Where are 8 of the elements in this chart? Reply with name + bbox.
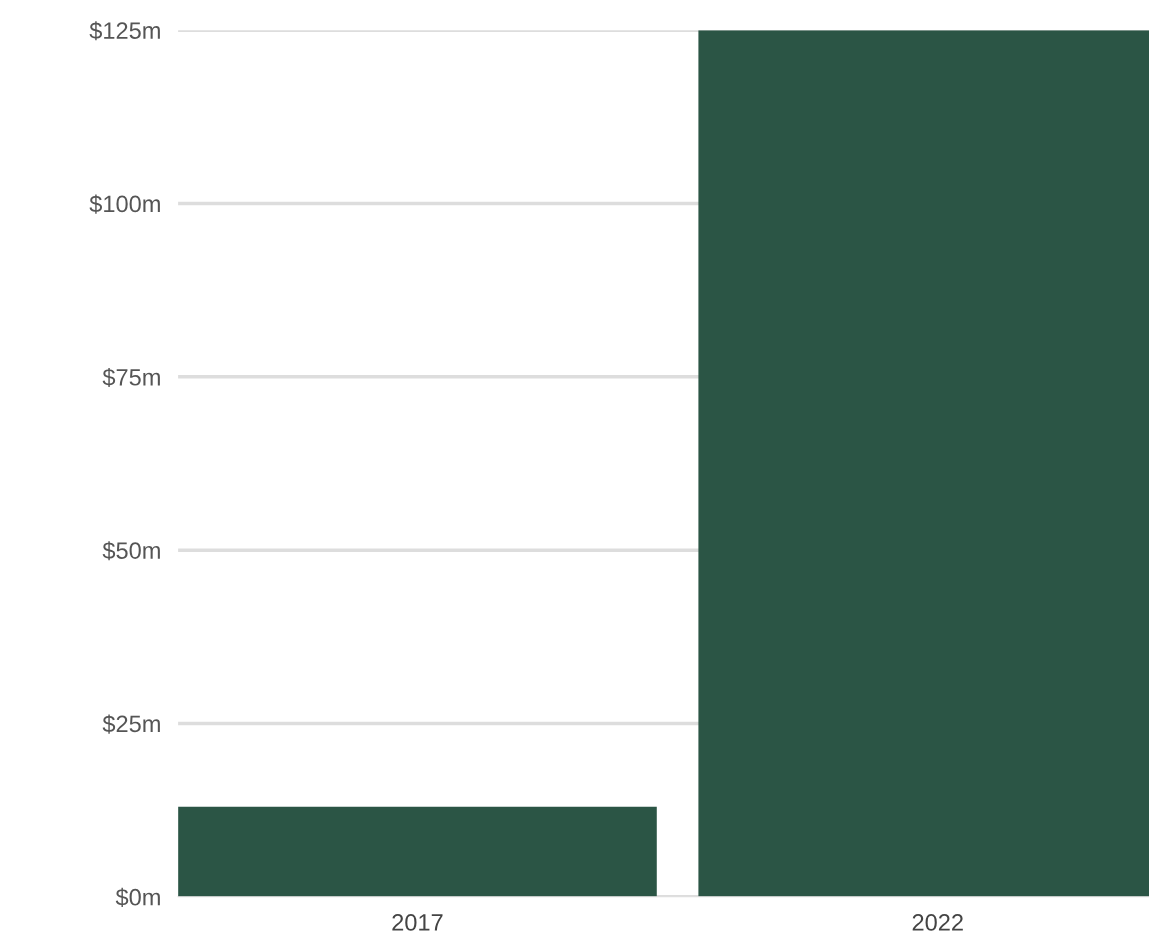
y-tick-label: $50m [102,541,160,561]
y-tick-label: $75m [102,367,160,388]
x-tick-label: 2022 [912,914,963,931]
y-tick-label: $0m [115,887,160,907]
y-tick-label: $125m [89,21,160,41]
y-tick-label: $100m [89,194,160,214]
x-tick-label: 2017 [392,914,443,931]
y-tick-label: $25m [102,714,160,734]
